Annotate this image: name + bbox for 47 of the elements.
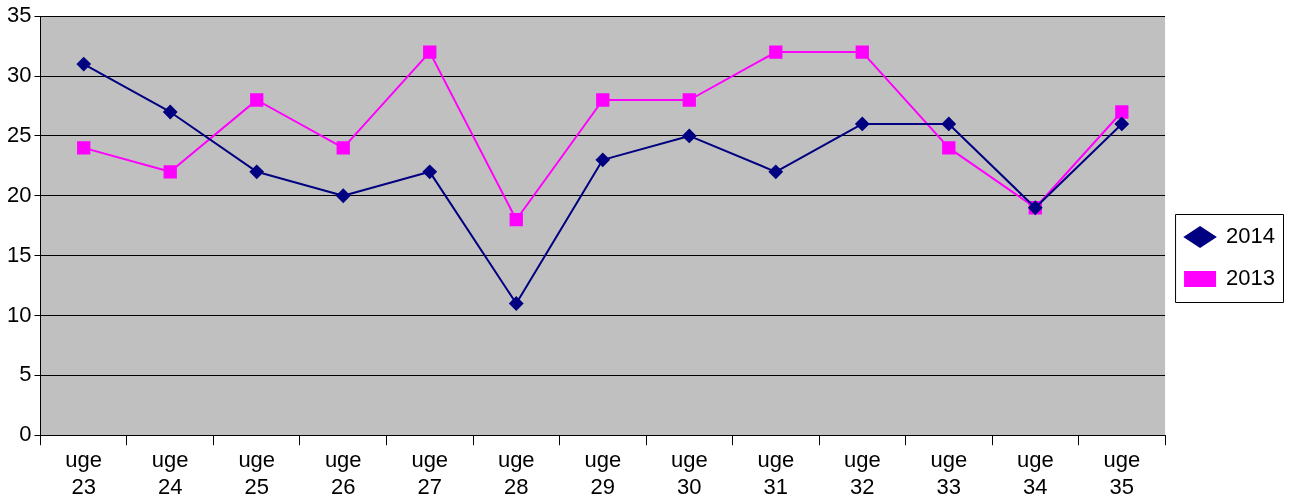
x-tick-label: uge 33 [930,447,968,499]
x-tick-label: uge 23 [65,447,103,499]
x-tick-label: uge 31 [757,447,795,499]
point [942,141,956,155]
point [163,165,177,179]
point [855,116,870,131]
point [855,45,869,59]
point [250,93,264,107]
point [1115,105,1129,119]
point [76,57,91,72]
y-tick-label: 20 [6,181,32,207]
point [1114,116,1129,131]
point [423,45,437,59]
x-tick-label: uge 30 [670,447,708,499]
point [682,128,697,143]
y-tick-label: 15 [6,241,32,267]
legend-label: 2013 [1226,265,1276,291]
point [682,93,696,107]
x-tick-label: uge 25 [238,447,276,499]
x-tick-label: uge 35 [1103,447,1141,499]
point [769,45,783,59]
point [509,213,523,227]
y-tick-label: 10 [6,301,32,327]
point [509,296,524,311]
y-tick-label: 0 [19,421,32,447]
x-tick-label: uge 29 [584,447,622,499]
point [336,188,351,203]
y-tick-label: 25 [6,121,32,147]
x-tick-label: uge 34 [1016,447,1054,499]
point [77,141,91,155]
x-tick-label: uge 27 [411,447,449,499]
y-tick-label: 35 [6,2,32,28]
x-tick-label: uge 28 [497,447,535,499]
x-tick-label: uge 24 [151,447,189,499]
x-tick-label: uge 32 [843,447,881,499]
point [595,152,610,167]
point [768,164,783,179]
legend-label: 2014 [1226,223,1276,249]
point [941,116,956,131]
point [422,164,437,179]
point [163,104,178,119]
y-tick-label: 30 [6,62,32,88]
x-tick-label: uge 26 [324,447,362,499]
point [336,141,350,155]
point [596,93,610,107]
y-tick-label: 5 [19,361,32,387]
point [249,164,264,179]
